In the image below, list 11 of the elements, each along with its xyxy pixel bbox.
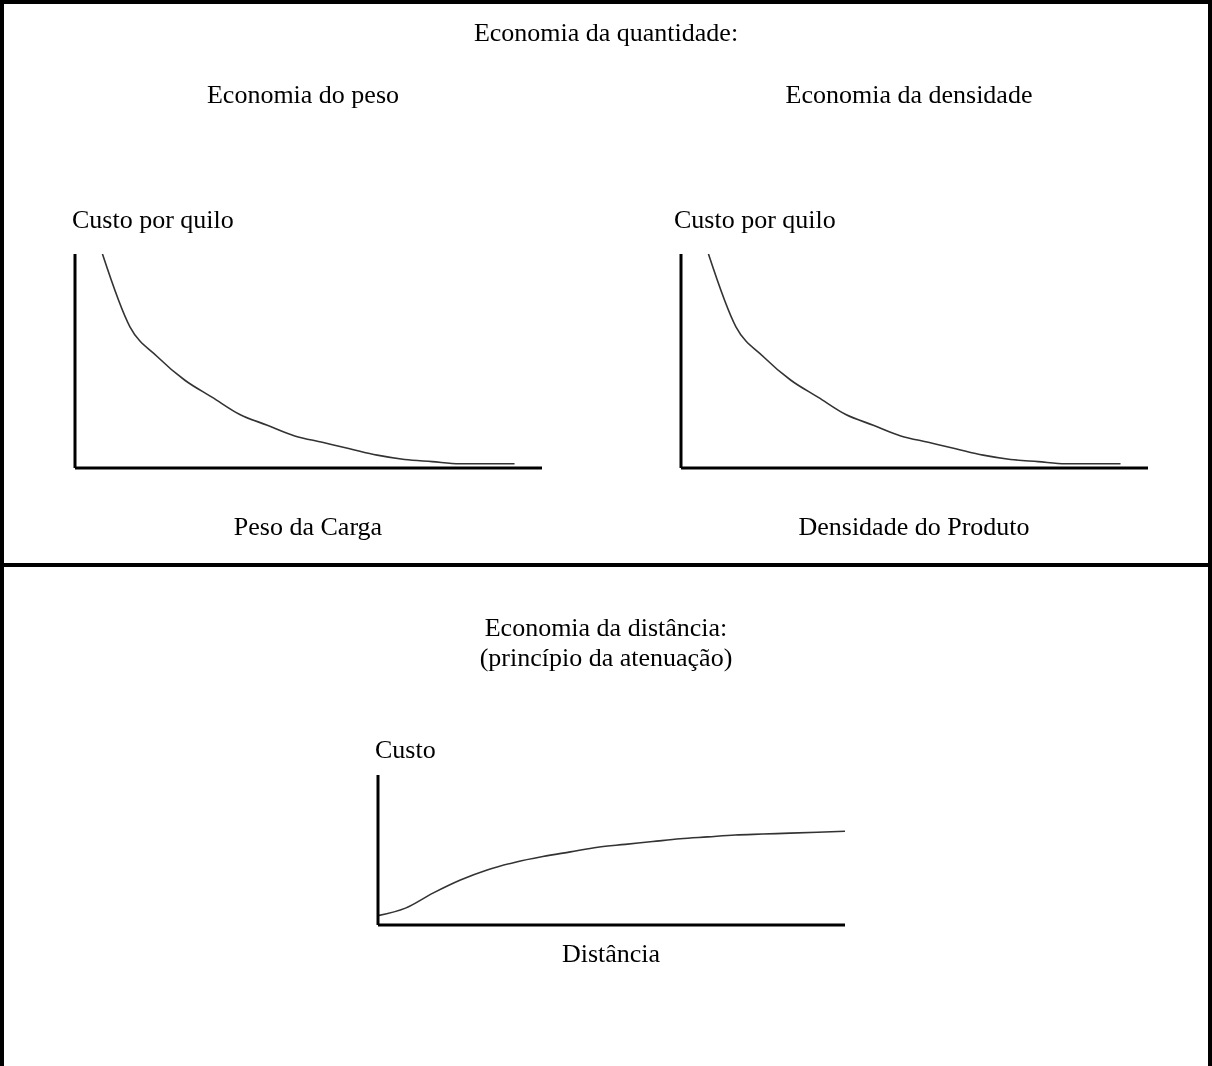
chart-subtitle: Economia do peso (205, 80, 401, 110)
chart-subtitle: Economia da densidade (784, 80, 1034, 110)
y-axis-title: Custo por quilo (72, 205, 234, 235)
x-axis-title: Densidade do Produto (797, 512, 1031, 542)
text: Economia da quantidade: (472, 18, 740, 48)
y-axis-title: Custo por quilo (674, 205, 836, 235)
chart-subtitle: (princípio da atenuação) (478, 643, 734, 673)
x-axis-title: Peso da Carga (232, 512, 384, 542)
y-axis-title: Custo (375, 735, 436, 765)
x-axis-title: Distância (560, 939, 662, 969)
chart-title: Economia da distância: (483, 613, 729, 643)
